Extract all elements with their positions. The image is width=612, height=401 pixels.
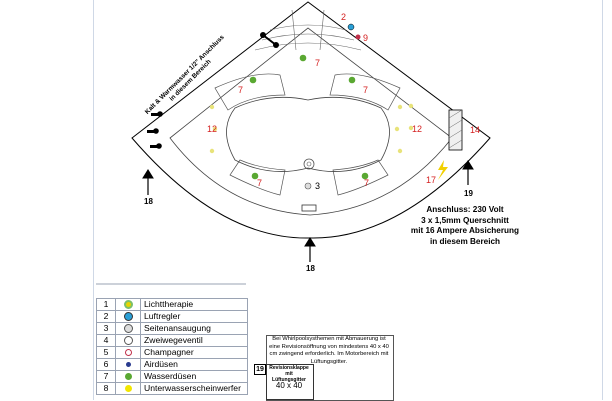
arrow-label-18-bottom: 18: [306, 264, 315, 273]
frame-line-left: [93, 0, 94, 400]
water-nozzle-dot: [348, 76, 356, 84]
side-intake-icon: [115, 322, 141, 335]
champagne-icon: [115, 346, 141, 359]
revision-number: 19: [254, 364, 266, 375]
connection-pipes-left: [147, 111, 163, 149]
air-lights: [209, 103, 414, 154]
motor-box-hatch: [448, 109, 463, 149]
label-12-left: 12: [207, 124, 218, 134]
legend-label: Wasserdüsen: [140, 370, 248, 383]
light-dot: [209, 148, 215, 154]
label-17: 17: [426, 175, 437, 185]
air-nozzle-icon: [115, 358, 141, 371]
water-nozzle-dot: [251, 172, 259, 180]
electrical-note-line2: 3 x 1,5mm Querschnitt: [421, 215, 509, 225]
label-7-bottom-left: 7: [257, 178, 263, 188]
label-3: 3: [315, 181, 321, 191]
legend-label: Seitenansaugung: [140, 322, 248, 335]
water-nozzle-dot: [361, 172, 369, 180]
legend-num: 1: [96, 298, 116, 311]
legend-label: Lichttherapie: [140, 298, 248, 311]
electrical-connection-note: Anschluss: 230 Volt 3 x 1,5mm Querschnit…: [410, 205, 520, 247]
label-9: 9: [363, 33, 369, 43]
legend-num: 8: [96, 382, 116, 395]
water-nozzle-dot: [299, 54, 307, 62]
seat-outlines: [214, 73, 401, 196]
legend-num: 5: [96, 346, 116, 359]
legend-num: 7: [96, 370, 116, 383]
arrow-18-bottom: [304, 237, 316, 262]
label-7-top: 7: [315, 58, 321, 68]
side-intake-3: [304, 182, 312, 190]
label-7-bottom-right: 7: [364, 178, 370, 188]
electrical-note-line4: in diesem Bereich: [429, 236, 501, 246]
water-nozzle-icon: [115, 370, 141, 383]
drain-inner: [306, 161, 312, 167]
revision-text: Bei Whirlpoolsysthemen mit Abmauerung is…: [269, 336, 389, 365]
legend-row: 8 Unterwasserscheinwerfer: [96, 382, 248, 395]
legend-row: 4 Zweiwegeventil: [96, 334, 248, 347]
legend-row: 6 Airdüsen: [96, 358, 248, 371]
label-12-right: 12: [412, 124, 423, 134]
headrest-lines: [254, 9, 362, 51]
revision-flap-title: Revisionsklappe mit Lüftungsgitter: [269, 365, 309, 383]
legend-table: 1 Lichttherapie 2 Luftregler 3 Seitenans…: [96, 298, 248, 395]
light-dot: [397, 148, 403, 154]
legend-row: 2 Luftregler: [96, 310, 248, 323]
label-2: 2: [341, 12, 347, 22]
legend-label: Zweiwegeventil: [140, 334, 248, 347]
two-way-valve-icon: [115, 334, 141, 347]
frame-line-right: [602, 0, 603, 400]
water-nozzles: [249, 54, 369, 180]
inner-basin: [226, 96, 390, 172]
tub-outer-outline: [131, 1, 491, 239]
label-14: 14: [470, 125, 481, 135]
legend-label: Luftregler: [140, 310, 248, 323]
label-7-right: 7: [363, 85, 369, 95]
champagne-9: [355, 34, 361, 40]
tub-inner-rim: [169, 27, 453, 216]
arrow-label-19: 19: [464, 189, 473, 198]
air-regulator-icon: [115, 310, 141, 323]
water-nozzle-dot: [249, 76, 257, 84]
air-regulator-2: [347, 23, 355, 31]
underwater-light-icon: [115, 382, 141, 395]
light-dot: [408, 125, 414, 131]
electric-bolt-icon: [438, 160, 448, 180]
legend-num: 2: [96, 310, 116, 323]
legend-row: 1 Lichttherapie: [96, 298, 248, 311]
legend-label: Airdüsen: [140, 358, 248, 371]
legend-num: 3: [96, 322, 116, 335]
light-dot: [209, 104, 215, 110]
arrow-19-right: [462, 160, 474, 185]
light-dot: [397, 104, 403, 110]
legend-row: 3 Seitenansaugung: [96, 322, 248, 335]
revision-flap-size: 40 x 40: [275, 381, 303, 390]
light-dot: [394, 126, 400, 132]
legend-label: Champagner: [140, 346, 248, 359]
drain: [303, 158, 315, 170]
legend-num: 6: [96, 358, 116, 371]
legend-label: Unterwasserscheinwerfer: [140, 382, 248, 395]
water-connection-valve: [260, 32, 279, 48]
label-7-left: 7: [238, 85, 244, 95]
lighttherapy-icon: [115, 298, 141, 311]
overflow: [301, 204, 317, 212]
arrow-label-18-left: 18: [144, 197, 153, 206]
light-dot: [212, 126, 218, 132]
light-dot: [408, 103, 414, 109]
legend-row: 7 Wasserdüsen: [96, 370, 248, 383]
electrical-note-line3: mit 16 Ampere Absicherung: [410, 226, 520, 235]
electrical-note-line1: Anschluss: 230 Volt: [426, 205, 504, 214]
arrow-18-left: [142, 169, 154, 195]
legend-num: 4: [96, 334, 116, 347]
legend-row: 5 Champagner: [96, 346, 248, 359]
